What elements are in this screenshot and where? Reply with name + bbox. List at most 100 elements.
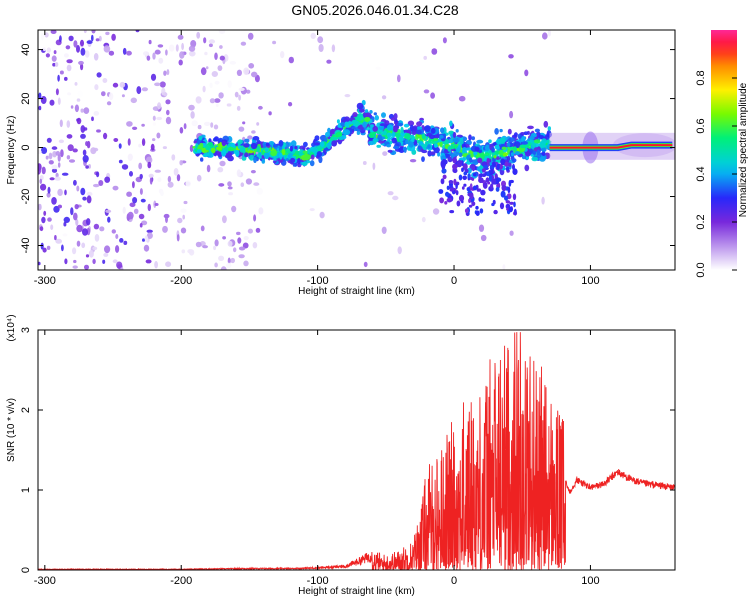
noise-speck [218,120,225,126]
signal-speck [368,132,376,138]
signal-speck [479,152,486,160]
noise-speck [372,162,376,170]
signal-speck [465,147,473,151]
noise-speck [136,86,142,95]
x-tick-label: -300 [34,575,56,587]
noise-speck [55,238,62,244]
noise-speck [50,30,57,34]
tone-band-core [549,144,673,149]
signal-speck [362,121,367,128]
signal-speck [421,156,425,163]
signal-speck [196,149,202,154]
noise-speck [157,177,162,183]
signal-speck [514,151,520,156]
noise-speck [248,63,255,69]
noise-speck [152,138,156,142]
noise-speck [83,30,87,34]
signal-speck [378,140,385,144]
signal-speck [433,143,438,149]
signal-speck [531,141,536,148]
noise-speck [60,149,64,158]
noise-speck [141,123,145,127]
signal-speck [249,154,255,161]
noise-speck [105,209,112,213]
noise-speck [51,168,58,173]
noise-speck [142,238,145,242]
noise-speck [86,195,92,204]
noise-speck [86,191,93,197]
noise-speck [123,240,128,245]
signal-speck [470,153,474,158]
noise-speck [43,210,47,216]
signal-speck [458,194,465,202]
y-axis-title: Frequency (Hz) [6,116,17,185]
signal-speck [450,187,455,192]
signal-speck [372,125,379,132]
noise-speck [255,227,261,233]
signal-speck [479,208,484,214]
signal-speck [446,197,453,203]
noise-speck [146,55,151,61]
noise-speck [188,249,195,256]
signal-speck [418,141,424,145]
signal-speck [524,164,530,172]
signal-speck [408,141,414,148]
noise-speck [190,111,195,119]
noise-speck [150,73,157,81]
noise-speck [68,35,74,42]
noise-speck [93,183,100,188]
noise-speck [243,236,249,241]
noise-speck [66,155,71,160]
noise-speck [47,217,52,222]
noise-speck [421,216,426,223]
signal-speck [351,126,356,130]
signal-speck [507,186,511,194]
signal-speck [511,158,517,163]
noise-speck [94,84,99,91]
signal-speck [376,144,382,148]
signal-speck [444,201,448,205]
noise-speck [119,238,124,243]
signal-speck [536,152,542,158]
signal-speck [461,200,464,204]
noise-speck [236,231,241,236]
signal-speck [448,138,454,144]
signal-speck [524,151,531,157]
noise-speck [387,191,394,196]
noise-speck [108,92,114,101]
noise-speck [197,124,202,130]
noise-speck [93,53,99,61]
noise-speck [189,50,196,57]
signal-speck [200,157,204,162]
noise-speck [75,218,79,226]
signal-speck [369,110,373,114]
noise-speck [238,126,245,132]
noise-speck [154,203,159,206]
noise-speck [309,208,315,212]
noise-speck [138,213,145,220]
y-tick-label: 0 [20,567,32,573]
noise-speck [227,240,233,247]
signal-speck [472,172,477,177]
noise-speck [166,109,170,116]
noise-speck [98,180,104,186]
signal-speck [213,136,219,142]
signal-speck [336,119,340,124]
y-axis-multiplier: (x10⁴) [6,314,17,341]
noise-speck [258,105,263,110]
signal-speck [424,125,431,133]
noise-speck [70,207,74,216]
signal-speck [199,142,204,149]
noise-speck [44,32,49,38]
signal-speck [494,144,500,150]
noise-speck [288,56,294,64]
noise-speck [310,32,316,40]
noise-speck [42,247,47,253]
noise-speck [48,160,54,165]
x-tick-label: -200 [170,575,192,587]
noise-speck [51,55,57,62]
y-tick-label: 2 [20,407,32,413]
noise-speck [156,116,163,121]
noise-speck [61,244,64,252]
signal-speck [512,193,517,201]
